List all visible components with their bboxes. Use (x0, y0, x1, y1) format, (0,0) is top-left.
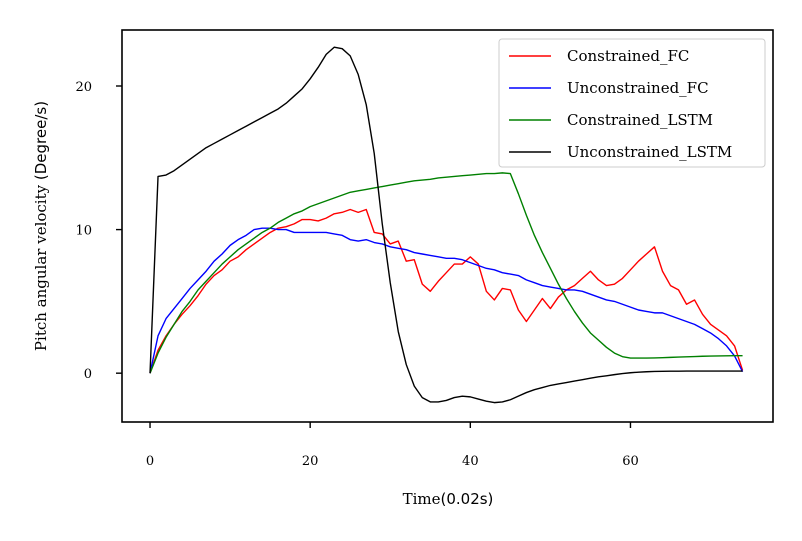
legend-label: Constrained_LSTM (567, 111, 713, 129)
x-axis-label-unit: (0.02s) (440, 490, 493, 508)
x-axis-label: Time(0.02s) (403, 490, 494, 508)
x-tick-label: 20 (302, 454, 319, 469)
series-layer (149, 46, 744, 404)
y-tick-label: 20 (75, 80, 92, 95)
x-tick-label: 40 (462, 454, 479, 469)
series-line-unconstrained-lstm (149, 46, 743, 404)
legend-label: Unconstrained_LSTM (567, 143, 732, 161)
legend-items: Constrained_FC Unconstrained_FC Constraine… (509, 47, 732, 161)
series-line-constrained-fc (149, 208, 744, 374)
y-tick-label: 10 (75, 224, 92, 239)
y-axis-label: Pitch angular velocity (Degree/s) (32, 101, 50, 351)
series-line-constrained-lstm (149, 172, 743, 374)
legend: Constrained_FC Unconstrained_FC Constraine… (498, 38, 766, 168)
x-tick-label: 60 (622, 454, 639, 469)
x-axis-ticks: 0 20 40 60 (146, 422, 639, 469)
y-axis-label-unit: (Degree/s) (32, 101, 50, 180)
x-axis-label-text: Time (403, 490, 441, 508)
legend-box (498, 38, 766, 168)
y-tick-label: 0 (84, 367, 92, 382)
y-axis-ticks: 0 10 20 (75, 80, 122, 382)
x-tick-label: 0 (146, 454, 154, 469)
series-line-unconstrained-fc (149, 227, 744, 374)
y-axis-label-text: Pitch angular velocity (32, 180, 50, 351)
legend-label: Unconstrained_FC (567, 79, 709, 97)
legend-label: Constrained_FC (567, 47, 689, 65)
plot-frame (121, 29, 774, 423)
